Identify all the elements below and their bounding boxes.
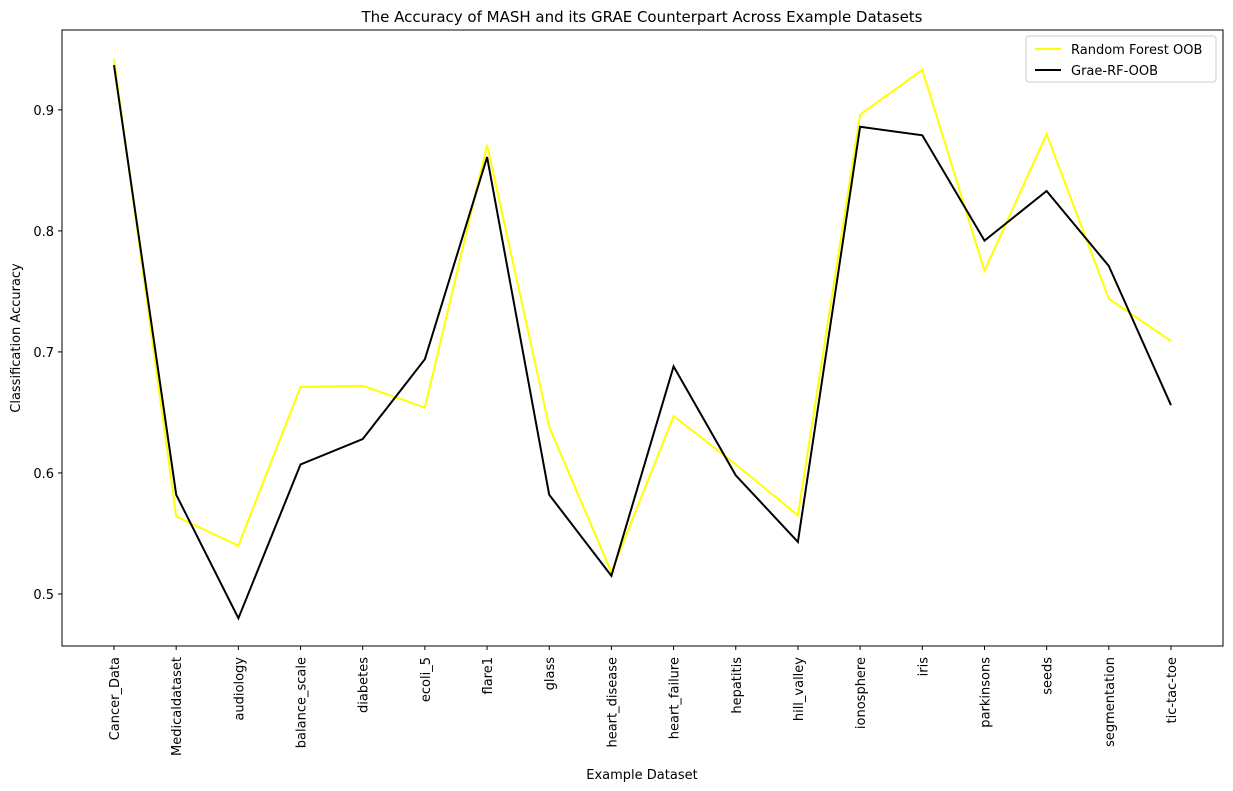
data-point-random-forest-oob <box>362 385 364 387</box>
data-point-grae-rf-oob <box>486 156 488 158</box>
legend-label-random-forest-oob: Random Forest OOB <box>1071 43 1202 58</box>
data-point-random-forest-oob <box>424 407 426 409</box>
series-lines <box>113 58 1172 621</box>
data-point-random-forest-oob <box>673 415 675 417</box>
data-point-grae-rf-oob <box>921 134 923 136</box>
data-point-grae-rf-oob <box>859 126 861 128</box>
y-tick-label: 0.8 <box>33 225 54 240</box>
data-point-random-forest-oob <box>1170 340 1172 342</box>
data-point-random-forest-oob <box>1046 133 1048 135</box>
data-point-grae-rf-oob <box>1170 404 1172 406</box>
legend-label-grae-rf-oob: Grae-RF-OOB <box>1071 64 1158 79</box>
x-tick-label: hepatitis <box>730 657 745 714</box>
legend-box <box>1025 35 1217 83</box>
data-point-random-forest-oob <box>735 463 737 465</box>
y-tick-label: 0.7 <box>33 346 54 361</box>
y-axis: 0.5 0.6 0.7 0.8 0.9 <box>33 104 62 603</box>
x-tick-label: parkinsons <box>978 657 993 728</box>
data-point-random-forest-oob <box>300 386 302 388</box>
data-point-random-forest-oob <box>486 144 488 146</box>
x-tick-label: audiology <box>232 657 247 721</box>
y-tick-label: 0.6 <box>33 467 54 482</box>
x-tick-label: ecoli_5 <box>419 657 434 702</box>
data-point-grae-rf-oob <box>673 365 675 367</box>
series-line-random-forest-oob <box>113 58 1172 575</box>
data-point-grae-rf-oob <box>113 64 115 66</box>
x-tick-label: segmentation <box>1103 657 1118 747</box>
data-point-random-forest-oob <box>983 270 985 272</box>
data-point-grae-rf-oob <box>735 474 737 476</box>
x-axis: Cancer_Data Medicaldataset audiology balanc… <box>108 646 1180 756</box>
data-point-random-forest-oob <box>548 426 550 428</box>
data-point-random-forest-oob <box>175 516 177 518</box>
x-tick-label: flare1 <box>481 657 496 694</box>
x-tick-label: ionosphere <box>854 657 869 729</box>
data-point-random-forest-oob <box>237 545 239 547</box>
data-point-grae-rf-oob <box>610 575 612 577</box>
y-tick-label: 0.5 <box>33 588 54 603</box>
x-tick-label: heart_failure <box>668 657 683 739</box>
x-tick-label: iris <box>916 657 931 677</box>
data-point-grae-rf-oob <box>1046 190 1048 192</box>
data-point-random-forest-oob <box>859 114 861 116</box>
data-point-random-forest-oob <box>921 69 923 71</box>
x-tick-label: heart_disease <box>605 657 620 748</box>
data-point-grae-rf-oob <box>1108 265 1110 267</box>
data-point-grae-rf-oob <box>797 541 799 543</box>
legend: Random Forest OOB Grae-RF-OOB <box>1025 35 1217 83</box>
x-tick-label: glass <box>543 657 558 691</box>
data-point-grae-rf-oob <box>983 240 985 242</box>
data-point-random-forest-oob <box>113 58 115 60</box>
chart-title: The Accuracy of MASH and its GRAE Counte… <box>360 8 922 26</box>
data-point-random-forest-oob <box>1108 298 1110 300</box>
data-point-grae-rf-oob <box>237 617 239 619</box>
x-tick-label: hill_valley <box>792 657 807 721</box>
data-point-grae-rf-oob <box>175 494 177 496</box>
x-tick-label: Medicaldataset <box>170 657 185 756</box>
data-point-grae-rf-oob <box>424 358 426 360</box>
data-point-grae-rf-oob <box>548 494 550 496</box>
plot-area <box>61 29 1224 647</box>
x-tick-label: balance_scale <box>295 657 310 748</box>
y-axis-label: Classification Accuracy <box>9 263 24 413</box>
y-tick-label: 0.9 <box>33 104 54 119</box>
x-tick-label: tic-tac-toe <box>1165 657 1180 724</box>
x-tick-label: seeds <box>1041 657 1056 695</box>
data-point-grae-rf-oob <box>300 463 302 465</box>
x-tick-label: Cancer_Data <box>108 657 123 740</box>
series-line-grae-rf-oob <box>113 64 1172 621</box>
data-point-random-forest-oob <box>797 514 799 516</box>
x-tick-label: diabetes <box>357 657 372 713</box>
x-axis-label: Example Dataset <box>586 768 697 783</box>
data-point-grae-rf-oob <box>362 438 364 440</box>
